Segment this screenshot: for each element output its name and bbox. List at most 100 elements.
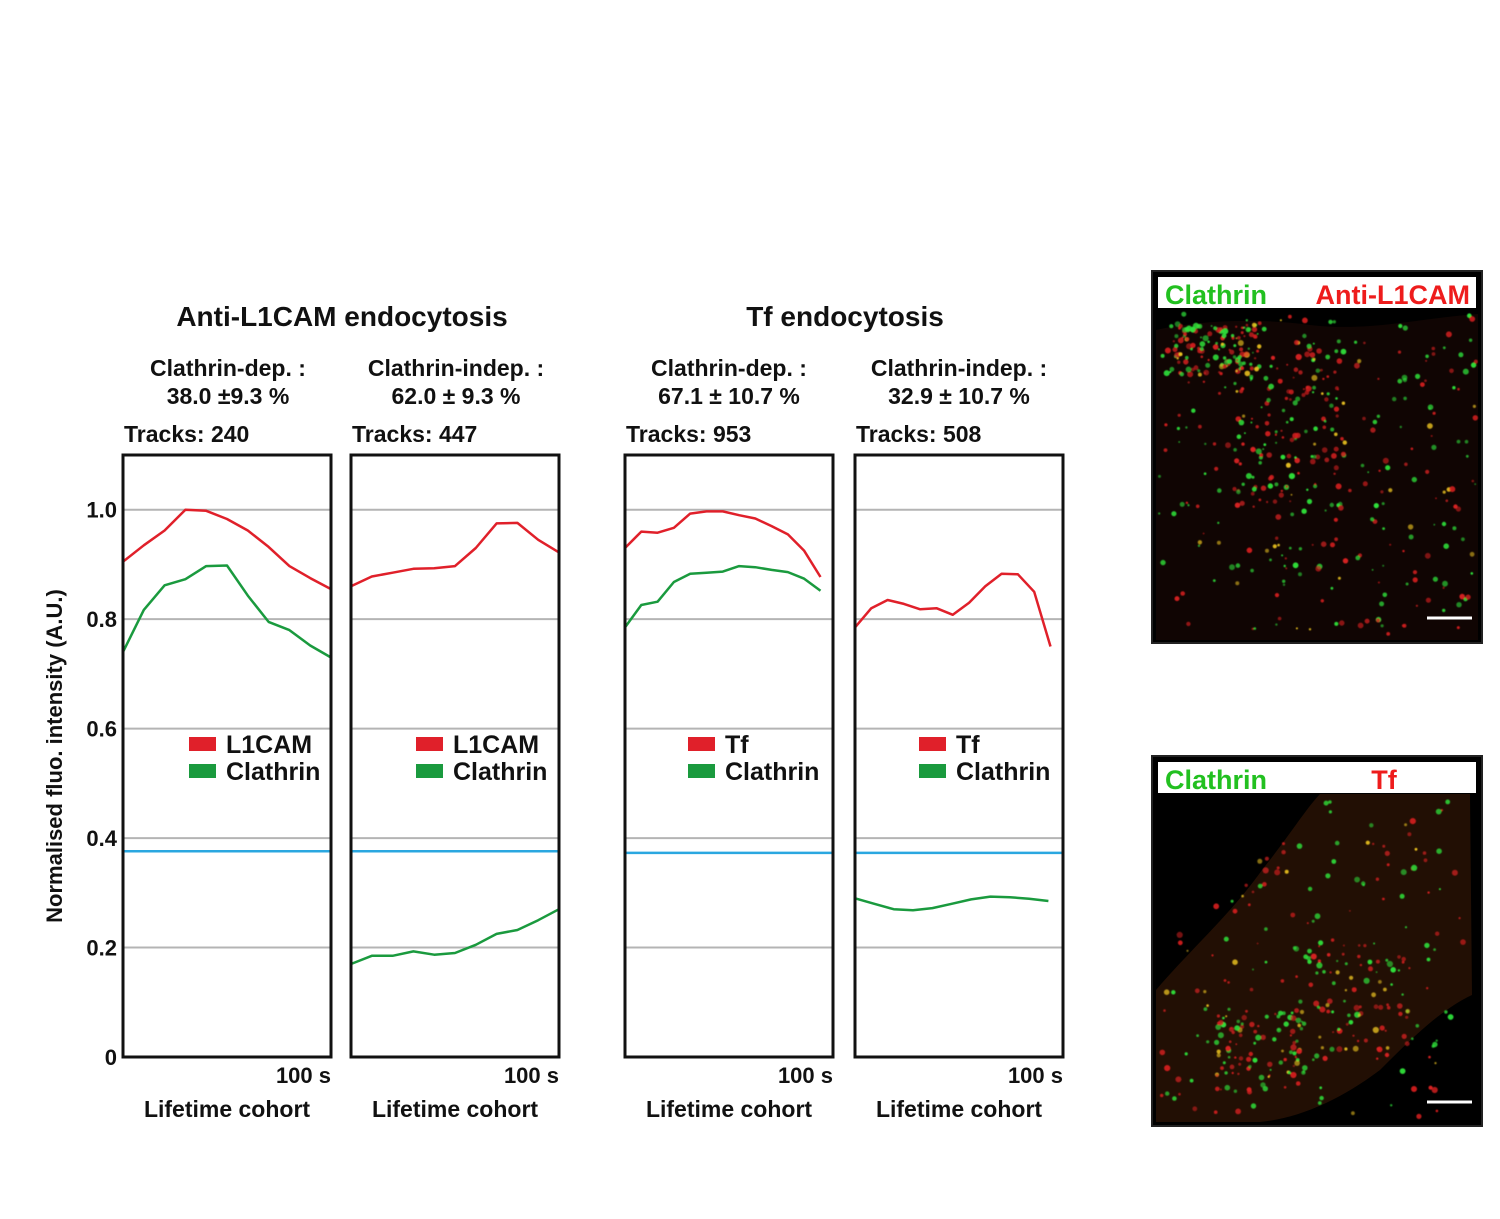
punctum — [1249, 366, 1254, 371]
punctum — [1254, 366, 1259, 372]
punctum — [1337, 1027, 1341, 1031]
punctum — [1378, 980, 1382, 984]
punctum — [1349, 975, 1354, 980]
punctum — [1461, 537, 1465, 542]
punctum — [1293, 367, 1299, 373]
punctum — [1334, 432, 1338, 437]
punctum — [1370, 517, 1375, 522]
punctum — [1272, 499, 1278, 504]
punctum — [1322, 970, 1326, 974]
punctum — [1207, 331, 1213, 337]
punctum — [1213, 1110, 1218, 1114]
punctum — [1280, 489, 1284, 493]
punctum — [1191, 408, 1196, 413]
punctum — [1284, 557, 1288, 560]
punctum — [1169, 324, 1174, 329]
punctum — [1390, 983, 1393, 986]
punctum — [1289, 417, 1294, 422]
punctum — [1356, 1039, 1360, 1043]
punctum — [1425, 597, 1431, 603]
punctum — [1315, 368, 1321, 373]
punctum — [1362, 481, 1368, 487]
punctum — [1301, 1070, 1306, 1075]
punctum — [1186, 621, 1191, 627]
punctum — [1252, 351, 1254, 354]
legend-label: Tf — [956, 731, 980, 759]
punctum — [1408, 967, 1411, 970]
punctum — [1423, 858, 1428, 863]
punctum — [1472, 415, 1479, 421]
punctum — [1238, 361, 1244, 367]
punctum — [1177, 360, 1181, 364]
legend-swatch — [919, 764, 946, 778]
punctum — [1354, 340, 1358, 344]
punctum — [1289, 398, 1292, 401]
punctum — [1251, 326, 1258, 333]
punctum — [1469, 551, 1475, 557]
punctum — [1442, 580, 1448, 587]
punctum — [1227, 1007, 1231, 1011]
punctum — [1333, 472, 1336, 475]
series-line-l1cam — [350, 521, 560, 588]
punctum — [1216, 1053, 1221, 1058]
punctum — [1314, 913, 1321, 920]
punctum — [1312, 385, 1316, 390]
plot-frame — [623, 453, 835, 1059]
punctum — [1178, 441, 1181, 443]
punctum — [1344, 1047, 1348, 1051]
punctum — [1313, 484, 1318, 489]
punctum — [1436, 848, 1442, 854]
punctum — [1470, 362, 1477, 368]
micrograph-label-red-channel: Tf — [1371, 765, 1397, 795]
punctum — [1172, 340, 1176, 343]
punctum — [1264, 927, 1268, 931]
legend-label: L1CAM — [226, 731, 312, 759]
punctum — [1185, 355, 1189, 360]
punctum — [1189, 1078, 1194, 1083]
punctum — [1319, 1086, 1323, 1090]
punctum — [1251, 486, 1257, 492]
punctum — [1434, 1062, 1437, 1065]
punctum — [1277, 378, 1283, 384]
punctum — [1378, 469, 1381, 472]
punctum — [1369, 823, 1374, 828]
punctum — [1292, 1051, 1297, 1056]
punctum — [1431, 1086, 1438, 1094]
punctum — [1357, 1013, 1361, 1017]
punctum — [1244, 432, 1246, 434]
punctum — [1377, 377, 1380, 380]
punctum — [1217, 521, 1220, 525]
punctum — [1354, 362, 1360, 369]
punctum — [1452, 386, 1456, 390]
punctum — [1411, 864, 1418, 872]
tracks-label: Tracks: 508 — [856, 421, 982, 447]
punctum — [1266, 500, 1269, 504]
punctum — [1256, 333, 1259, 335]
punctum — [1204, 442, 1207, 446]
punctum — [1382, 564, 1385, 567]
punctum — [1174, 343, 1179, 349]
punctum — [1455, 506, 1461, 512]
punctum — [1267, 1075, 1270, 1079]
punctum — [1269, 364, 1273, 368]
punctum — [1177, 940, 1183, 946]
punctum — [1290, 1071, 1297, 1079]
punctum — [1370, 427, 1376, 433]
punctum — [1274, 433, 1277, 436]
punctum — [1252, 505, 1255, 508]
punctum — [1319, 1006, 1326, 1013]
punctum — [1376, 1047, 1381, 1051]
punctum — [1185, 426, 1188, 429]
punctum — [1469, 316, 1476, 322]
punctum — [1447, 1014, 1454, 1020]
punctum — [1290, 493, 1293, 496]
punctum — [1315, 971, 1319, 975]
punctum — [1323, 800, 1329, 806]
punctum — [1345, 1022, 1349, 1026]
punctum — [1458, 917, 1461, 920]
punctum — [1234, 458, 1240, 464]
punctum — [1334, 349, 1339, 354]
punctum — [1329, 403, 1334, 408]
punctum — [1257, 344, 1262, 349]
